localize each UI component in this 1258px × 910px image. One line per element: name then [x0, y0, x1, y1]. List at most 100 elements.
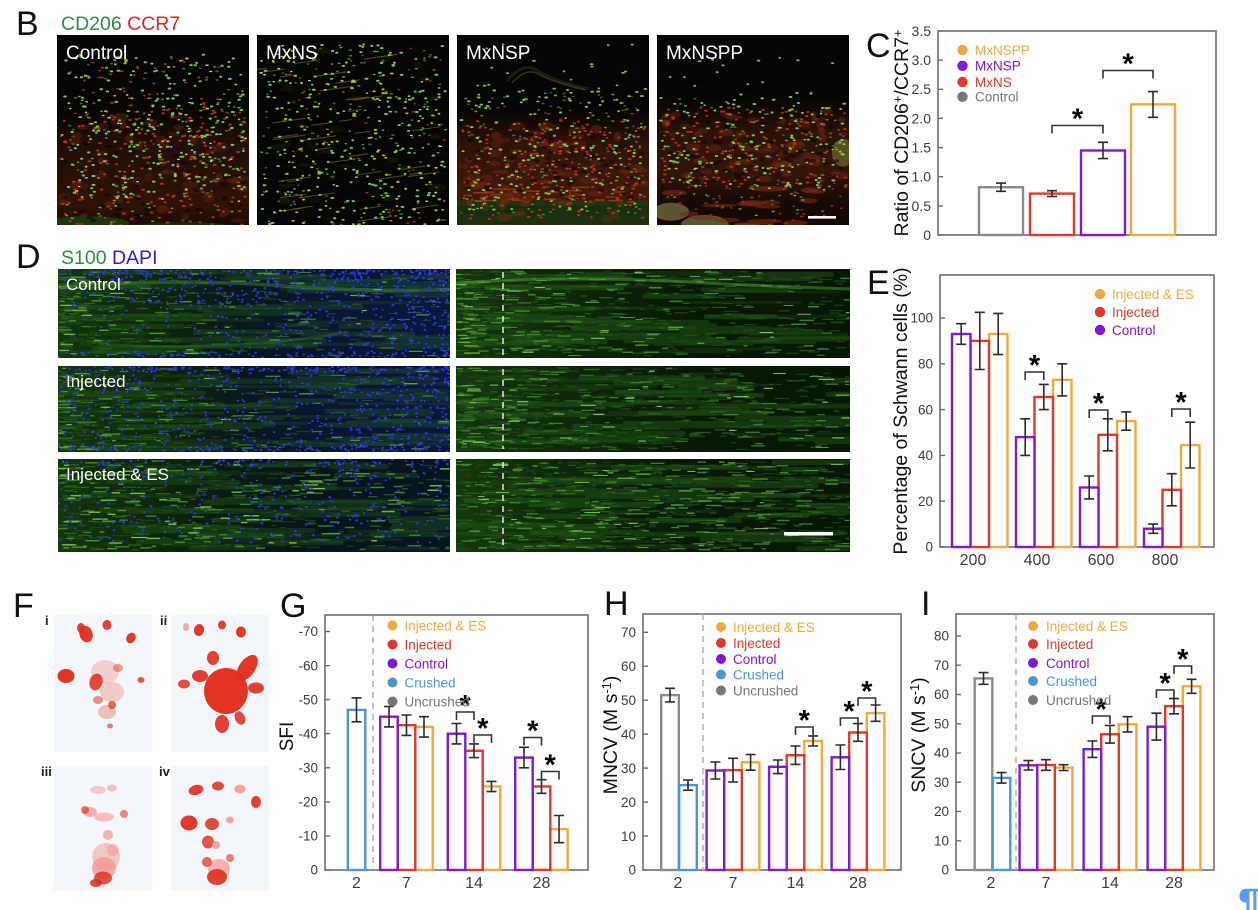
svg-text:70: 70: [621, 625, 636, 640]
svg-text:7: 7: [729, 875, 738, 892]
svg-text:MxNSP: MxNSP: [466, 43, 530, 64]
svg-text:-30: -30: [298, 761, 318, 776]
svg-text:Injected & ES: Injected & ES: [66, 465, 169, 484]
svg-text:Control: Control: [405, 656, 449, 671]
svg-text:10: 10: [621, 829, 636, 844]
svg-text:Uncrushed: Uncrushed: [733, 683, 798, 698]
svg-text:Percentage of Schwann cells (%: Percentage of Schwann cells (%): [890, 267, 912, 554]
svg-text:Control: Control: [975, 90, 1019, 105]
svg-text:D: D: [16, 238, 41, 276]
svg-text:*: *: [1096, 694, 1108, 726]
svg-text:¶: ¶: [1238, 881, 1258, 910]
svg-text:2: 2: [987, 875, 996, 892]
svg-text:Crushed: Crushed: [733, 667, 784, 682]
svg-text:Control: Control: [66, 43, 127, 64]
svg-text:80: 80: [934, 629, 949, 644]
svg-text:iii: iii: [41, 764, 52, 779]
svg-text:0.5: 0.5: [912, 198, 932, 214]
svg-text:*: *: [1093, 388, 1105, 420]
svg-text:Control: Control: [1046, 656, 1090, 671]
svg-text:40: 40: [934, 746, 949, 761]
svg-text:-20: -20: [298, 795, 318, 810]
svg-text:*: *: [799, 705, 811, 737]
svg-text:14: 14: [787, 875, 805, 892]
svg-text:400: 400: [1024, 552, 1051, 569]
svg-text:*: *: [861, 676, 873, 708]
svg-text:60: 60: [621, 659, 636, 674]
svg-text:70: 70: [934, 658, 949, 673]
svg-text:Injected: Injected: [405, 637, 452, 652]
svg-text:Control: Control: [66, 275, 121, 294]
svg-text:*: *: [844, 696, 856, 728]
svg-text:MxNSP: MxNSP: [975, 59, 1021, 74]
svg-text:28: 28: [1165, 875, 1183, 892]
svg-text:-60: -60: [298, 658, 318, 673]
svg-text:MNCV (M s-1): MNCV (M s-1): [599, 676, 622, 795]
svg-text:200: 200: [960, 552, 987, 569]
svg-text:Injected: Injected: [66, 372, 126, 391]
svg-text:20: 20: [918, 494, 933, 509]
svg-text:7: 7: [402, 875, 411, 892]
svg-text:G: G: [280, 587, 306, 625]
svg-text:2.0: 2.0: [912, 110, 932, 126]
svg-text:-50: -50: [298, 692, 318, 707]
svg-text:ii: ii: [160, 613, 167, 628]
svg-text:MxNSPP: MxNSPP: [666, 43, 743, 64]
svg-text:SNCV (M s-1): SNCV (M s-1): [907, 677, 930, 793]
svg-text:C: C: [866, 27, 891, 65]
svg-text:-10: -10: [298, 829, 318, 844]
svg-text:20: 20: [934, 804, 949, 819]
svg-text:1.5: 1.5: [912, 140, 932, 156]
svg-text:*: *: [1175, 387, 1187, 419]
svg-text:Uncrushed: Uncrushed: [405, 694, 470, 709]
svg-text:I: I: [921, 585, 930, 623]
svg-text:50: 50: [621, 693, 636, 708]
svg-text:600: 600: [1088, 552, 1115, 569]
svg-text:Injected & ES: Injected & ES: [733, 620, 815, 635]
svg-text:28: 28: [849, 875, 867, 892]
svg-text:7: 7: [1042, 875, 1051, 892]
svg-text:20: 20: [621, 795, 636, 810]
svg-text:1.0: 1.0: [912, 169, 932, 185]
svg-text:-40: -40: [298, 726, 318, 741]
svg-text:30: 30: [621, 761, 636, 776]
svg-text:i: i: [45, 613, 49, 628]
svg-text:*: *: [545, 750, 557, 782]
svg-text:50: 50: [934, 717, 949, 732]
svg-text:2: 2: [674, 875, 683, 892]
svg-text:MxNSPP: MxNSPP: [975, 43, 1030, 58]
svg-text:30: 30: [934, 775, 949, 790]
svg-text:10: 10: [934, 834, 949, 849]
svg-text:0: 0: [941, 863, 949, 878]
svg-text:Injected: Injected: [1112, 305, 1159, 320]
svg-text:Injected & ES: Injected & ES: [1046, 619, 1128, 634]
svg-text:28: 28: [533, 875, 551, 892]
svg-text:Control: Control: [733, 652, 777, 667]
svg-text:Control: Control: [1112, 323, 1156, 338]
svg-text:80: 80: [918, 357, 933, 372]
svg-text:SFI: SFI: [277, 722, 298, 752]
svg-text:H: H: [604, 585, 629, 623]
svg-text:*: *: [1122, 49, 1134, 81]
svg-text:*: *: [1160, 668, 1172, 700]
svg-text:800: 800: [1152, 552, 1179, 569]
svg-text:3.5: 3.5: [912, 23, 932, 39]
svg-text:60: 60: [918, 402, 933, 417]
svg-text:Injected & ES: Injected & ES: [1112, 287, 1194, 302]
svg-text:Injected: Injected: [1046, 637, 1093, 652]
svg-text:*: *: [477, 713, 489, 745]
svg-text:MxNS: MxNS: [975, 75, 1012, 90]
svg-text:Crushed: Crushed: [405, 675, 456, 690]
svg-text:iv: iv: [159, 764, 171, 779]
svg-text:14: 14: [465, 875, 483, 892]
svg-text:B: B: [16, 5, 39, 43]
svg-text:40: 40: [918, 448, 933, 463]
svg-text:3.0: 3.0: [912, 52, 932, 68]
svg-text:0: 0: [923, 227, 931, 243]
svg-text:*: *: [1029, 350, 1041, 382]
svg-text:0: 0: [628, 863, 636, 878]
svg-text:*: *: [1072, 104, 1084, 136]
svg-text:E: E: [867, 264, 890, 302]
svg-text:0: 0: [925, 540, 933, 555]
svg-text:Uncrushed: Uncrushed: [1046, 693, 1111, 708]
